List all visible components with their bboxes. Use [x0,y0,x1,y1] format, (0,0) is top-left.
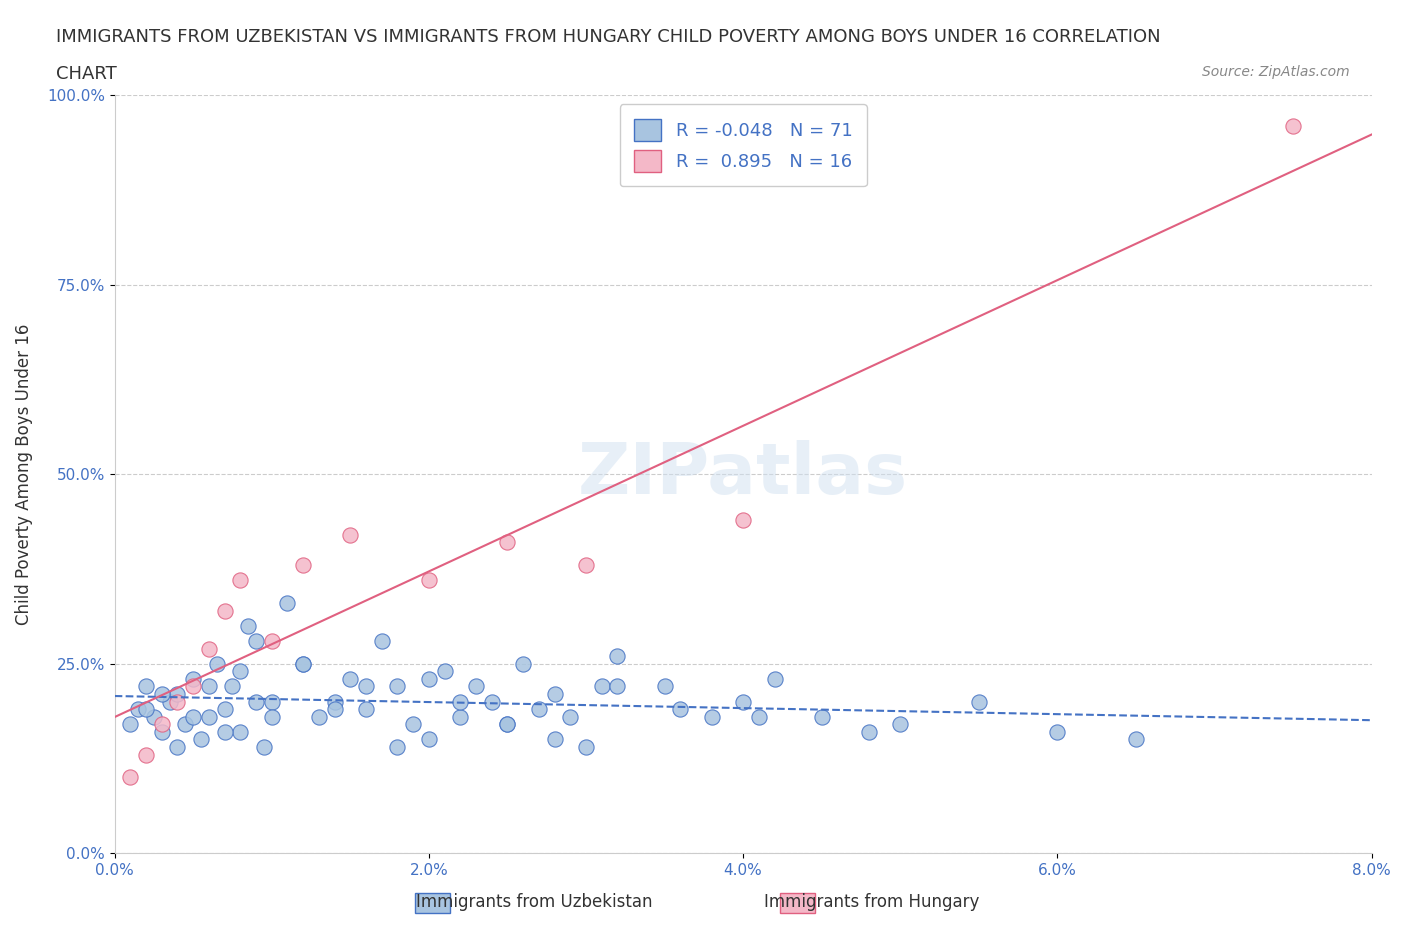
Point [308,710,330,724]
Point [229,573,252,588]
Point [418,732,440,747]
Point [402,717,425,732]
Point [135,679,157,694]
Text: CHART: CHART [56,65,117,83]
Point [181,679,204,694]
Point [606,679,628,694]
Point [276,595,298,610]
Text: Source: ZipAtlas.com: Source: ZipAtlas.com [1202,65,1350,79]
Point [763,671,786,686]
Point [370,633,392,648]
Point [339,671,361,686]
Legend: R = -0.048   N = 71, R =  0.895   N = 16: R = -0.048 N = 71, R = 0.895 N = 16 [620,104,866,186]
Point [245,633,267,648]
Point [174,717,197,732]
Point [654,679,676,694]
Point [221,679,243,694]
Point [181,671,204,686]
Point [198,710,221,724]
Point [150,686,173,701]
Point [260,710,283,724]
Y-axis label: Child Poverty Among Boys Under 16: Child Poverty Among Boys Under 16 [15,324,32,625]
Point [229,724,252,739]
Point [323,701,346,716]
Point [481,694,503,709]
Point [150,724,173,739]
Point [214,701,236,716]
Point [229,664,252,679]
Point [150,717,173,732]
Text: Immigrants from Hungary: Immigrants from Hungary [763,893,980,910]
Text: ZIPatlas: ZIPatlas [578,440,908,509]
Point [387,679,409,694]
Point [449,710,471,724]
Point [120,717,142,732]
Point [496,717,519,732]
Point [198,641,221,656]
Point [166,694,188,709]
Point [323,694,346,709]
Point [142,710,165,724]
Point [1125,732,1147,747]
Point [127,701,149,716]
Point [190,732,212,747]
Point [543,732,565,747]
Point [166,686,188,701]
Point [560,710,582,724]
Point [543,686,565,701]
Point [669,701,692,716]
Point [433,664,456,679]
Point [181,710,204,724]
Point [733,512,755,527]
Point [700,710,723,724]
Point [889,717,911,732]
Point [292,657,315,671]
Point [253,739,276,754]
Point [354,679,377,694]
Point [292,657,315,671]
Point [205,657,228,671]
Point [135,701,157,716]
Point [418,671,440,686]
Point [733,694,755,709]
Point [159,694,181,709]
Point [292,558,315,573]
Point [238,618,260,633]
Point [1046,724,1069,739]
Point [214,724,236,739]
Point [591,679,613,694]
Point [449,694,471,709]
Point [512,657,534,671]
Point [465,679,488,694]
Text: Immigrants from Uzbekistan: Immigrants from Uzbekistan [416,893,652,910]
Text: IMMIGRANTS FROM UZBEKISTAN VS IMMIGRANTS FROM HUNGARY CHILD POVERTY AMONG BOYS U: IMMIGRANTS FROM UZBEKISTAN VS IMMIGRANTS… [56,28,1161,46]
Point [810,710,832,724]
Point [606,648,628,663]
Point [120,770,142,785]
Point [496,535,519,550]
Point [354,701,377,716]
Point [260,633,283,648]
Point [135,747,157,762]
Point [339,527,361,542]
Point [967,694,990,709]
Point [575,558,598,573]
Point [198,679,221,694]
Point [858,724,880,739]
Point [496,717,519,732]
Point [260,694,283,709]
Point [1282,118,1305,133]
Point [214,604,236,618]
Point [166,739,188,754]
Point [748,710,770,724]
Point [527,701,550,716]
Point [387,739,409,754]
Point [245,694,267,709]
Point [418,573,440,588]
Point [575,739,598,754]
